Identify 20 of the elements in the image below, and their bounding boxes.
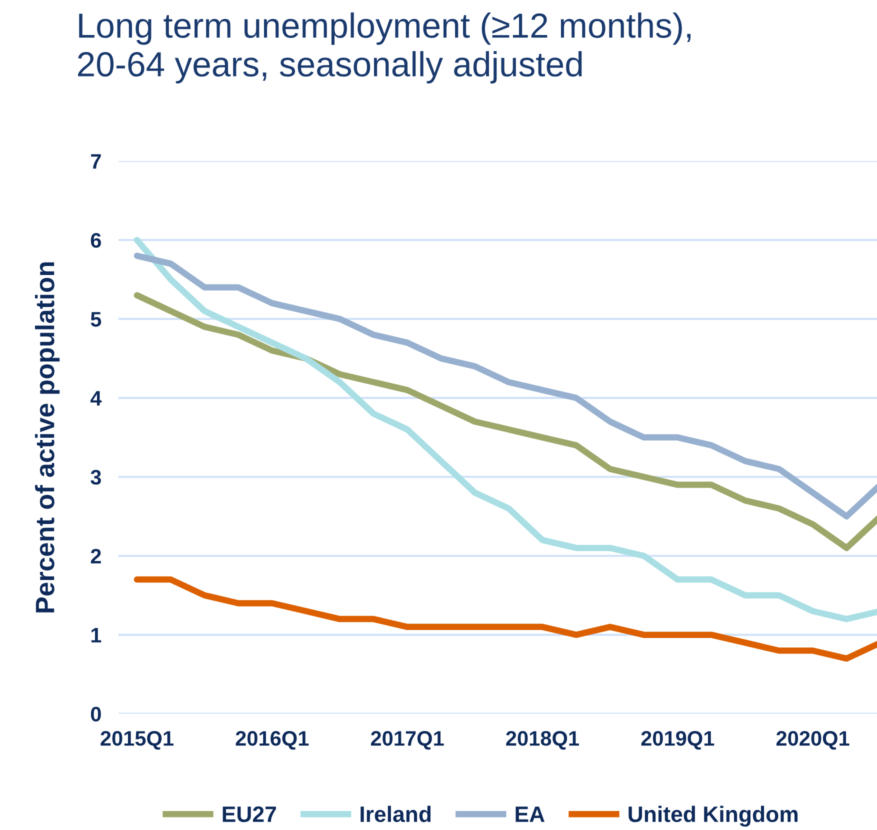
y-tick-label: 0	[90, 706, 101, 722]
legend-label: United Kingdom	[628, 806, 798, 827]
y-tick-label: 2	[90, 548, 101, 564]
x-tick-label: 2015Q1	[100, 731, 174, 750]
x-tick-label: 2017Q1	[370, 731, 444, 750]
legend-label: EU27	[222, 806, 276, 822]
y-tick-label: 5	[90, 312, 102, 327]
chart-title: Long term unemployment (≥12 months), 20-64 years, seasonally adjusted	[78, 12, 691, 84]
y-tick-label: 6	[90, 232, 101, 248]
y-tick-label: 7	[91, 154, 101, 169]
legend-label: Ireland	[360, 806, 431, 822]
x-tick-label: 2016Q1	[236, 731, 309, 750]
y-tick-label: 1	[91, 628, 102, 642]
y-tick-label: 3	[90, 470, 101, 485]
x-tick-label: 2019Q1	[641, 731, 714, 750]
legend-label: EA	[516, 806, 545, 822]
y-axis-title: Percent of active population	[34, 262, 60, 612]
x-tick-label: 2018Q1	[506, 731, 579, 750]
y-tick-label: 4	[90, 391, 102, 406]
x-tick-label: 2020Q1	[776, 731, 850, 750]
